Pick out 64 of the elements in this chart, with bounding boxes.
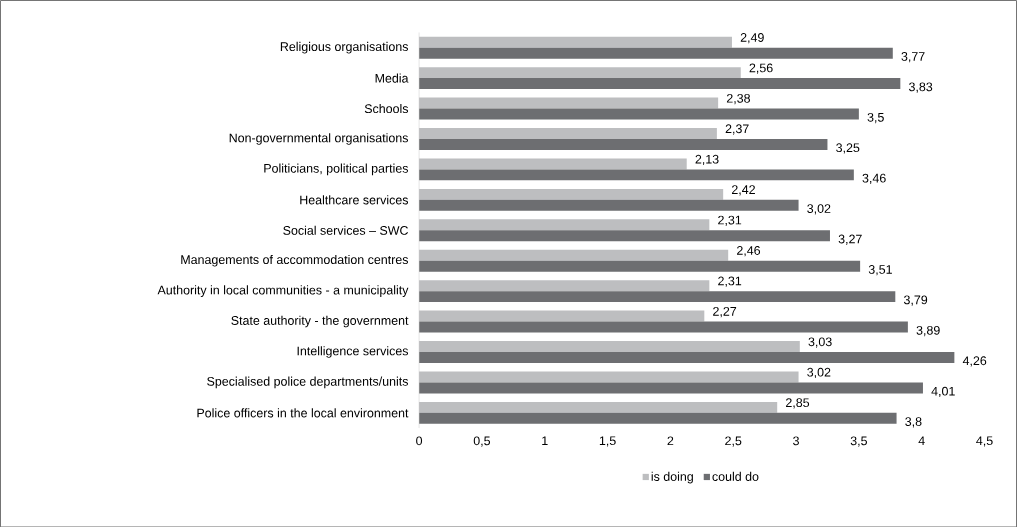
bar bbox=[419, 108, 859, 120]
bar bbox=[419, 290, 896, 302]
x-tick-label: 3 bbox=[793, 436, 799, 445]
x-tick-label: 0,5 bbox=[473, 436, 491, 447]
bar bbox=[419, 169, 854, 181]
bar bbox=[419, 47, 893, 59]
data-label: 3,25 bbox=[836, 143, 860, 154]
data-label: 2,27 bbox=[713, 306, 737, 317]
y-tick-label: Police officers in the local environment bbox=[197, 408, 409, 418]
x-tick-label: 1 bbox=[542, 436, 548, 445]
data-label: 3,8 bbox=[905, 416, 922, 428]
bar bbox=[419, 138, 828, 150]
data-label: 2,85 bbox=[786, 398, 810, 409]
data-label: 2,37 bbox=[725, 124, 749, 135]
x-tick-label: 4 bbox=[918, 436, 925, 445]
y-tick-label: Healthcare services bbox=[300, 195, 409, 205]
x-tick-label: 1,5 bbox=[599, 436, 616, 447]
y-tick-label: Intelligence services bbox=[297, 345, 409, 358]
data-label: 3,89 bbox=[916, 325, 940, 336]
y-tick-label: Media bbox=[375, 73, 409, 83]
data-label: 2,13 bbox=[695, 154, 719, 165]
y-tick-label: Religious organisations bbox=[280, 41, 409, 54]
bar bbox=[419, 351, 955, 363]
data-label: 3,51 bbox=[868, 264, 892, 276]
y-tick-label: Schools bbox=[364, 103, 409, 113]
x-tick-label: 2 bbox=[667, 436, 674, 445]
data-label: 2,31 bbox=[718, 215, 742, 226]
y-tick-label: Specialised police departments/units bbox=[207, 376, 409, 388]
x-tick-label: 2,5 bbox=[725, 436, 742, 447]
data-label: 2,38 bbox=[726, 93, 751, 104]
data-label: 3,02 bbox=[807, 203, 831, 215]
x-tick-label: 0 bbox=[416, 436, 423, 445]
bar bbox=[419, 412, 897, 424]
data-label: 3,27 bbox=[838, 234, 862, 245]
data-label: 3,5 bbox=[867, 112, 884, 123]
data-label: 4,01 bbox=[931, 386, 955, 397]
legend-label: is doing bbox=[651, 471, 693, 484]
y-tick-label: Social services – SWC bbox=[283, 225, 408, 235]
bar bbox=[419, 382, 923, 394]
y-tick-label: Politicians, political parties bbox=[264, 163, 409, 175]
bar bbox=[419, 77, 901, 89]
bar bbox=[419, 260, 861, 272]
y-tick-label: Managements of accommodation centres bbox=[181, 254, 409, 267]
y-tick-label: State authority - the government bbox=[231, 315, 409, 328]
data-label: 2,46 bbox=[737, 245, 761, 257]
data-label: 3,79 bbox=[903, 295, 928, 306]
y-tick-label: Non-governmental organisations bbox=[229, 132, 409, 145]
data-label: 4,26 bbox=[962, 356, 987, 367]
bar bbox=[419, 230, 830, 241]
bar bbox=[419, 199, 799, 211]
x-tick-label: 4,5 bbox=[976, 436, 993, 447]
data-label: 2,49 bbox=[740, 32, 764, 44]
y-tick-label: Authority in local communities - a municipality bbox=[157, 285, 409, 297]
bar bbox=[419, 321, 908, 333]
data-label: 2,56 bbox=[749, 63, 773, 74]
data-label: 3,46 bbox=[862, 173, 886, 184]
data-label: 2,42 bbox=[731, 185, 755, 196]
data-label: 3,83 bbox=[909, 82, 933, 93]
x-tick-label: 3,5 bbox=[850, 436, 867, 447]
data-label: 3,77 bbox=[901, 51, 925, 63]
data-label: 3,03 bbox=[808, 337, 832, 348]
data-label: 2,31 bbox=[718, 276, 742, 287]
legend-label: could do bbox=[712, 471, 759, 481]
data-label: 3,02 bbox=[807, 367, 831, 378]
